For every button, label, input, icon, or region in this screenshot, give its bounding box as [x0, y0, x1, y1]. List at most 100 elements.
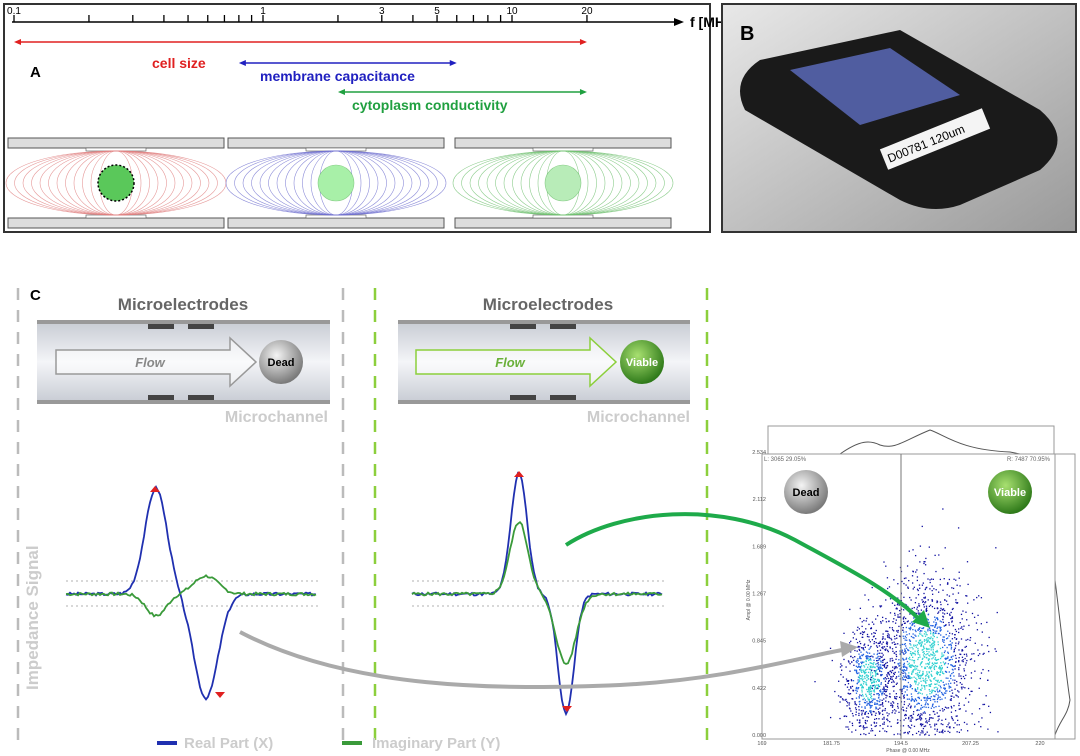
- scatter-point: [915, 719, 917, 721]
- scatter-point: [951, 620, 953, 622]
- scatter-point: [855, 671, 858, 673]
- scatter-point: [891, 681, 893, 684]
- scatter-point: [971, 612, 974, 615]
- scatter-point: [879, 699, 881, 701]
- scatter-point: [944, 657, 946, 660]
- scatter-point: [871, 676, 873, 679]
- scatter-point: [865, 681, 867, 683]
- scatter-point: [943, 636, 945, 638]
- scatter-point: [878, 697, 880, 699]
- scatter-point: [922, 672, 924, 674]
- scatter-point: [854, 649, 856, 652]
- scatter-point: [856, 641, 859, 644]
- scatter-point: [858, 646, 861, 648]
- scatter-point: [856, 659, 858, 662]
- scatter-point: [924, 679, 926, 681]
- scatter-point: [883, 723, 885, 725]
- scatter-point: [920, 699, 922, 701]
- scatter-point: [847, 692, 849, 695]
- scatter-point: [966, 730, 969, 732]
- scatter-point: [902, 669, 904, 672]
- scatter-point: [857, 688, 859, 690]
- scatter-point: [958, 673, 960, 675]
- scatter-point: [929, 637, 931, 640]
- scatter-point: [936, 698, 939, 701]
- scatter-point: [902, 618, 905, 620]
- scatter-point: [904, 713, 907, 716]
- scatter-point: [934, 657, 937, 659]
- scatter-point: [947, 724, 949, 726]
- scatter-point: [907, 663, 909, 666]
- scatter-point: [922, 648, 924, 651]
- scatter-point: [860, 684, 862, 686]
- scatter-point: [901, 651, 903, 653]
- scatter-point: [861, 679, 864, 681]
- scatter-point: [950, 698, 952, 700]
- scatter-point: [939, 620, 941, 622]
- scatter-point: [903, 596, 905, 598]
- scatter-point: [938, 591, 940, 593]
- scatter-point: [895, 655, 898, 658]
- scatter-point: [922, 651, 924, 654]
- scatter-point: [924, 704, 926, 706]
- scatter-point: [915, 612, 918, 615]
- scatter-point: [917, 658, 919, 661]
- scatter-point: [965, 645, 968, 648]
- scatter-point: [931, 662, 934, 664]
- scatter-point: [926, 653, 928, 655]
- scatter-point: [882, 688, 884, 690]
- scatter-point: [925, 610, 927, 613]
- scatter-point: [980, 672, 983, 674]
- range-label-cell-size: cell size: [152, 55, 206, 71]
- scatter-point: [867, 698, 869, 701]
- scatter-point: [920, 642, 922, 644]
- scatter-point: [879, 712, 881, 714]
- scatter-point: [872, 656, 874, 658]
- scatter-point: [884, 649, 887, 651]
- scatter-point: [855, 638, 857, 640]
- scatter-point: [866, 656, 868, 658]
- scatter-point: [931, 639, 934, 641]
- scatter-point: [915, 630, 917, 633]
- scatter-point: [911, 677, 913, 679]
- scatter-point: [951, 692, 954, 694]
- scatter-point: [859, 656, 861, 658]
- scatter-point: [865, 710, 868, 713]
- scatter-point: [858, 680, 860, 683]
- scatter-point: [931, 690, 933, 693]
- scatter-point: [938, 554, 940, 556]
- scatter-point: [902, 670, 905, 673]
- microchannel-label: Microchannel: [587, 409, 690, 426]
- scatter-point: [903, 669, 905, 671]
- viable-cell-label: Viable: [626, 357, 658, 369]
- scatter-point: [861, 662, 863, 665]
- scatter-point: [945, 690, 947, 692]
- scatter-point: [917, 647, 919, 650]
- scatter-point: [943, 641, 945, 643]
- scatter-point: [877, 662, 879, 664]
- scatter-point: [899, 668, 902, 671]
- scatter-point: [906, 698, 909, 700]
- dead-cell-label: Dead: [268, 357, 295, 369]
- scatter-point: [886, 712, 888, 714]
- scatter-point: [929, 717, 931, 719]
- scatter-point: [928, 671, 930, 673]
- scatter-point: [945, 683, 947, 685]
- scatter-point: [936, 601, 939, 603]
- scatter-point: [898, 635, 901, 637]
- scatter-point: [859, 719, 861, 721]
- scatter-point: [876, 679, 879, 681]
- scatter-point: [951, 587, 953, 589]
- scatter-point: [942, 640, 944, 642]
- scatter-point: [903, 703, 905, 706]
- scatter-point: [871, 701, 873, 704]
- scatter-point: [943, 662, 946, 665]
- scatter-point: [917, 594, 920, 596]
- scatter-point: [855, 714, 857, 716]
- scatter-point: [875, 725, 877, 727]
- scatter-point: [936, 600, 938, 602]
- peak-marker-icon: [514, 471, 524, 477]
- scatter-point: [915, 644, 917, 647]
- scatter-point: [946, 646, 948, 649]
- scatter-point: [876, 672, 878, 675]
